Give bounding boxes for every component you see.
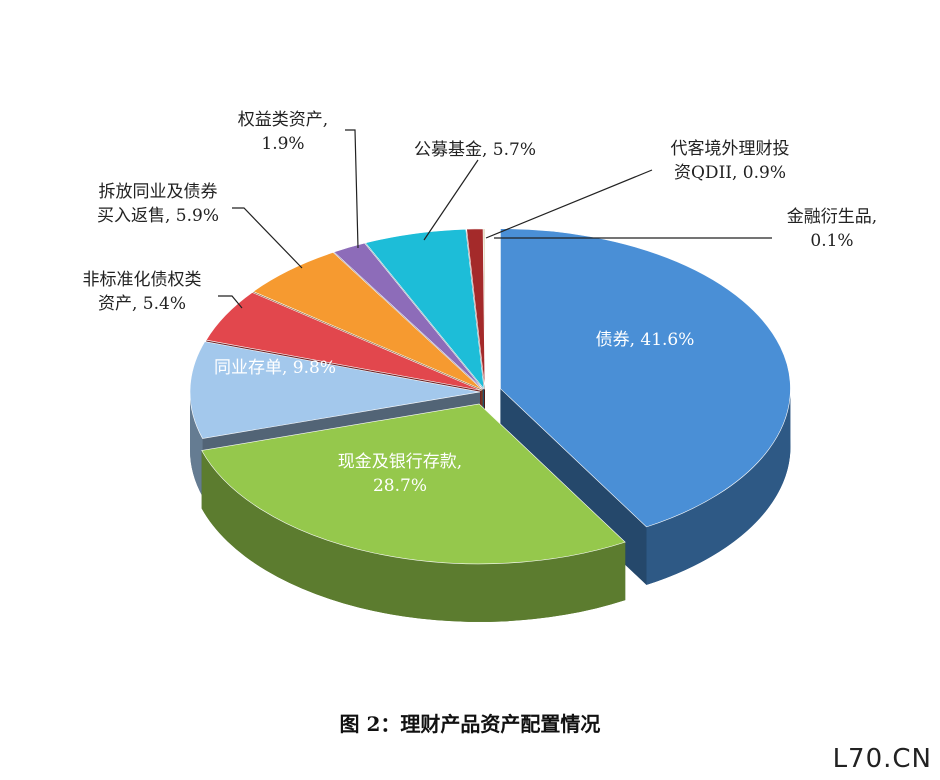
slice xyxy=(189,341,481,439)
leader-line xyxy=(218,295,243,309)
slice-label: 现金及银行存款, 28.7% xyxy=(337,452,463,496)
slice-side xyxy=(646,388,791,585)
slice xyxy=(333,242,484,390)
leader-line xyxy=(423,159,479,241)
chart-title: 图 2：理财产品资产配置情况 xyxy=(339,712,601,736)
slice-label: 同业存单, 9.8% xyxy=(214,358,336,378)
slice xyxy=(201,403,626,565)
slice xyxy=(466,228,486,389)
slice xyxy=(500,228,791,528)
slice xyxy=(252,252,483,390)
slice-label: 债券, 41.6% xyxy=(595,330,695,350)
slice xyxy=(205,292,482,391)
slice-label: 代客境外理财投资QDII, 0.9% xyxy=(670,139,790,183)
slice-side xyxy=(190,391,203,497)
slice-label: 公募基金, 5.7% xyxy=(414,140,536,160)
slice-label: 非标准化债权类资产, 5.4% xyxy=(82,270,202,314)
slice xyxy=(365,228,485,390)
leader-line xyxy=(345,129,359,249)
leader-line xyxy=(232,207,303,269)
slice-label: 拆放同业及债券买入返售, 5.9% xyxy=(97,182,219,226)
slice-side xyxy=(201,450,626,622)
leader-line xyxy=(485,169,653,239)
slice-label: 金融衍生品, 0.1% xyxy=(786,207,878,251)
watermark: L70.CN xyxy=(832,744,932,774)
slice-label: 权益类资产, 1.9% xyxy=(237,110,329,154)
